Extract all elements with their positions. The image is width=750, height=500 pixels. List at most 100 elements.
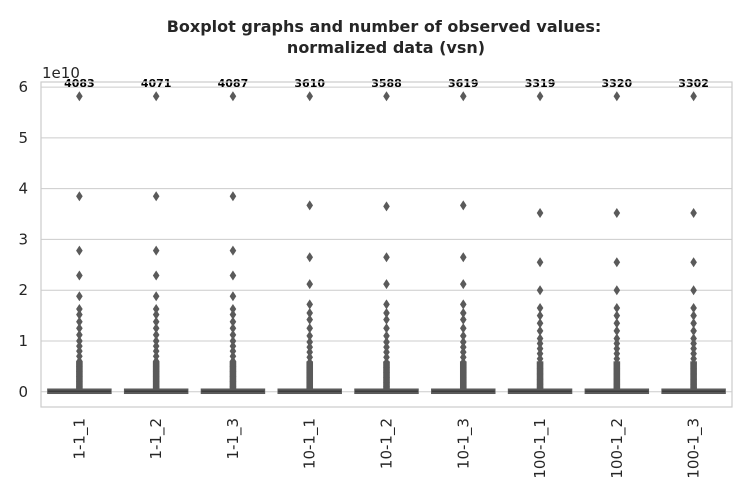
outlier-point [459,347,467,358]
chart-title-line-1: Boxplot graphs and number of observed va… [167,17,602,36]
outlier-point [690,285,697,296]
x-tick-labels: 1-1_1 1-1_2 1-1_3 10-1_1 10-1_2 10-1_3 100-1_1… [70,418,703,479]
outlier-point [229,316,237,327]
outlier-point [152,91,160,102]
outlier-point [613,257,621,268]
outlier-point [613,310,621,321]
outlier-point [152,316,160,327]
outlier-point [306,91,314,102]
x-tick-label: 100-1_3 [685,418,704,479]
outlier-point [613,343,621,354]
outlier-point [306,342,314,353]
chart-title-line-2: normalized data (vsn) [287,38,485,57]
box-group [47,91,112,395]
count-label: 3302 [678,77,709,90]
outlier-point [690,302,697,313]
outlier-point [459,323,467,334]
outlier-point [536,353,544,364]
outlier-point [383,337,390,347]
outlier-point [76,329,83,340]
outlier-point [536,285,544,296]
count-label: 4083 [64,77,95,90]
outlier-point [229,351,237,362]
box-group [507,91,573,395]
box-group [123,91,189,395]
outlier-point [76,346,83,357]
outlier-point [229,291,237,302]
outlier-point [152,245,160,256]
outlier-point [690,348,697,359]
outlier-point [459,252,467,263]
outlier-point [152,329,160,340]
count-label: 3319 [525,77,556,90]
outlier-point [152,270,160,281]
outlier-cluster [152,361,160,392]
outlier-point [229,309,237,320]
count-label: 3320 [602,77,633,90]
box-group [277,91,342,395]
outlier-point [690,257,697,268]
outlier-point [383,323,390,334]
outlier-point [690,310,697,321]
outlier-point [613,353,621,364]
outlier-point [306,330,314,341]
outlier-point [690,325,697,336]
outlier-cluster [690,361,697,392]
outlier-point [306,352,314,363]
outlier-point [383,299,390,310]
outlier-cluster [229,361,237,392]
outlier-point [152,351,160,362]
outlier-point [536,318,544,329]
outlier-cluster [306,361,314,392]
outlier-point [459,200,467,211]
outlier-point [459,342,467,353]
x-tick-label: 1-1_3 [224,418,243,460]
x-tick-label: 10-1_2 [378,418,397,469]
box-group [431,91,496,395]
y-tick-label: 1 [18,332,28,350]
outlier-cluster [459,361,467,392]
outlier-point [306,252,314,263]
outlier-point [306,337,314,347]
outlier-point [383,201,390,212]
outlier-point [76,91,83,102]
outlier-point [383,279,390,290]
outlier-point [613,338,621,349]
count-label: 3619 [448,77,479,90]
y-tick-labels: 0 1 2 3 4 5 6 [18,78,28,401]
outlier-point [383,91,390,102]
outlier-point [229,91,237,102]
count-label: 3610 [294,77,325,90]
outlier-point [152,335,160,346]
outlier-point [536,302,544,313]
outlier-point [383,342,390,353]
outlier-point [459,330,467,341]
outlier-point [690,208,697,219]
outlier-point [690,338,697,349]
box-group [584,91,650,395]
y-tick-label: 2 [18,281,28,299]
outlier-point [76,245,83,256]
outlier-point [152,323,160,334]
outlier-point [152,309,160,320]
y-tick-label: 3 [18,230,28,248]
x-tick-label: 100-1_1 [531,418,550,479]
outlier-point [613,302,621,313]
outlier-point [613,208,621,219]
outlier-point [76,316,83,327]
outlier-point [383,330,390,341]
outlier-point [536,257,544,268]
outlier-point [690,318,697,329]
outlier-point [536,338,544,349]
outlier-point [613,91,621,102]
y-tick-label: 4 [18,180,28,198]
outlier-point [613,325,621,336]
outlier-point [306,314,314,325]
count-label: 4071 [141,77,172,90]
outlier-point [76,291,83,302]
outlier-cluster [536,361,544,392]
y-tick-label: 5 [18,129,28,147]
outlier-point [152,341,160,352]
outlier-point [229,329,237,340]
outlier-point [229,245,237,256]
